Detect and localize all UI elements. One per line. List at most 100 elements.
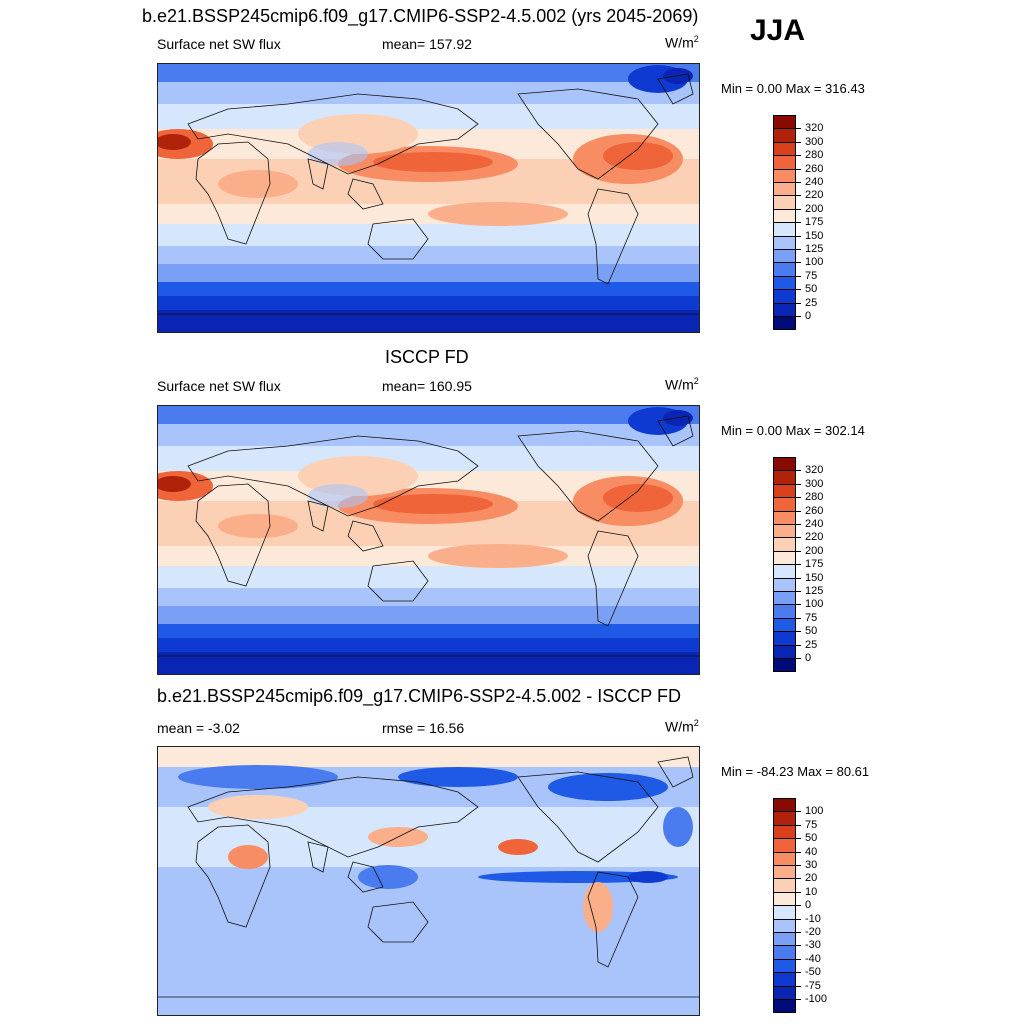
colorbar-label: 175: [805, 558, 824, 571]
colorbar-tick: [796, 182, 801, 183]
colorbar-label: 50: [805, 283, 818, 296]
colorbar-box: [773, 208, 796, 224]
field-blob: [428, 544, 568, 568]
latitude-band: [158, 747, 699, 767]
panel2-title: ISCCP FD: [385, 347, 469, 367]
field-blob: [373, 494, 493, 514]
field-blob: [498, 839, 538, 855]
colorbar-box: [773, 550, 796, 566]
colorbar-box: [773, 999, 796, 1014]
colorbar-box: [773, 564, 796, 579]
colorbar-tick: [796, 302, 801, 304]
colorbar-tick: [796, 262, 801, 264]
colorbar-tick: [796, 483, 801, 485]
coastline: [307, 500, 329, 532]
colorbar-box: [773, 811, 796, 826]
colorbar-box: [773, 798, 796, 813]
colorbar-label: 30: [805, 859, 818, 871]
colorbar-box: [773, 905, 796, 920]
field-blob: [663, 807, 693, 847]
colorbar-tick: [796, 851, 801, 853]
colorbar-label: 200: [805, 202, 824, 215]
latitude-band: [158, 588, 699, 606]
colorbar-tick: [796, 878, 801, 880]
colorbar-tick: [796, 155, 801, 157]
colorbar-tick: [796, 195, 801, 197]
colorbar-box: [773, 497, 796, 512]
colorbar-tick: [796, 564, 801, 566]
colorbar-label: 150: [805, 571, 824, 584]
colorbar-box: [773, 457, 796, 472]
colorbar-label: 10: [805, 885, 818, 898]
coastline: [187, 435, 479, 517]
colorbar-box: [773, 524, 796, 539]
panel1-title: b.e21.BSSP245cmip6.f09_g17.CMIP6-SSP2-4.…: [142, 6, 699, 26]
colorbar-label: 40: [805, 845, 818, 858]
colorbar-tick: [796, 905, 801, 907]
colorbar-label: -20: [805, 926, 821, 938]
colorbar-label: 150: [805, 229, 824, 242]
coastline: [367, 560, 429, 602]
colorbar-box: [773, 631, 796, 646]
field-blob: [358, 865, 418, 889]
colorbar-label: 280: [805, 491, 824, 504]
colorbar-tick: [796, 537, 801, 539]
latitude-band: [158, 446, 699, 471]
colorbar-label: 300: [805, 135, 824, 148]
colorbar-label: 240: [805, 518, 824, 530]
colorbar-label: 260: [805, 504, 824, 517]
coastline: [367, 218, 429, 260]
colorbar-box: [773, 918, 796, 933]
latitude-band: [158, 907, 699, 957]
field-blob: [228, 845, 268, 869]
field-blob: [478, 871, 678, 883]
colorbar-tick: [796, 865, 801, 866]
panel3-minmax: Min = -84.23 Max = 80.61: [721, 764, 870, 779]
latitude-band: [158, 224, 699, 246]
colorbar-label: 320: [805, 122, 824, 135]
colorbar-tick: [796, 222, 801, 224]
colorbar-tick: [796, 470, 801, 472]
colorbar-tick: [796, 249, 801, 250]
colorbar-label: 200: [805, 544, 824, 557]
field-blob: [548, 773, 668, 801]
panel2-variable-label: Surface net SW flux: [157, 378, 281, 394]
panel3-rmse-label: rmse = 16.56: [382, 720, 465, 736]
colorbar-tick: [796, 550, 801, 552]
coastline: [657, 415, 694, 447]
colorbar-label: 0: [805, 899, 812, 912]
latitude-band: [158, 957, 699, 1015]
latitude-band: [158, 606, 699, 624]
colorbar-tick: [796, 208, 801, 210]
colorbar-box: [773, 658, 796, 673]
field-blob: [218, 170, 298, 198]
coastline: [187, 776, 479, 858]
latitude-band: [158, 652, 699, 674]
colorbar-tick: [796, 168, 801, 170]
colorbar-box: [773, 510, 796, 525]
field-blob: [308, 142, 368, 166]
season-label: JJA: [750, 14, 806, 47]
colorbar-tick: [796, 275, 801, 277]
panel3-map: [157, 746, 700, 1016]
colorbar-label: 260: [805, 162, 824, 175]
colorbar-label: 0: [805, 310, 812, 322]
colorbar-box: [773, 275, 796, 291]
coastline: [657, 73, 694, 105]
colorbar-label: 175: [805, 216, 824, 229]
colorbar-label: -10: [805, 912, 821, 925]
colorbar-box: [773, 824, 796, 840]
colorbar-tick: [796, 644, 801, 646]
colorbar-label: 25: [805, 638, 818, 651]
colorbar-box: [773, 289, 796, 304]
panel2-units: W/m2: [665, 376, 699, 393]
colorbar-tick: [796, 316, 801, 317]
coastline: [587, 188, 639, 285]
colorbar-tick: [796, 141, 801, 143]
colorbar-tick: [796, 524, 801, 525]
field-blob: [218, 514, 298, 538]
field-blob: [628, 871, 668, 883]
colorbar-tick: [796, 591, 801, 592]
colorbar-label: 0: [805, 652, 812, 664]
field-blob: [208, 795, 308, 819]
